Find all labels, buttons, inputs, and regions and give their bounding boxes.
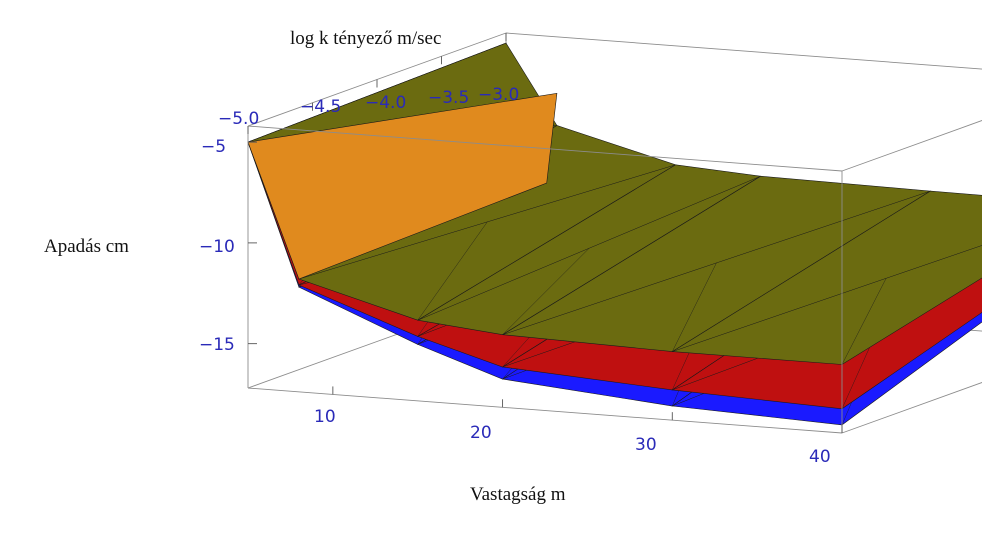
x-tick-label: 20 (470, 423, 492, 443)
mesh-line (417, 221, 488, 321)
x-axis-title: Vastagság m (470, 484, 566, 505)
mesh-line (841, 278, 887, 365)
surfaces (247, 42, 982, 426)
box-edge (841, 382, 982, 434)
y-tick-label: −3.0 (478, 85, 519, 105)
box-edge (247, 387, 843, 434)
apadas-tick-labels: −5 −10 −15 (199, 137, 235, 355)
box-edge (247, 125, 843, 172)
y-tick-label: −3.5 (428, 88, 469, 108)
box-edge (841, 120, 982, 172)
z-axis-title: Apadás cm (44, 236, 129, 257)
vastagsag-tick-labels: 10 20 30 40 (314, 407, 831, 467)
surface-patch (671, 190, 982, 365)
z-tick-label: −10 (199, 237, 235, 257)
box-edge (505, 32, 982, 70)
z-tick-label: −15 (199, 335, 235, 355)
log-k-tick-labels: −5.0 −4.5 −4.0 −3.5 −3.0 (218, 85, 519, 129)
y-axis-title: log k tényező m/sec (290, 28, 441, 49)
y-tick-label: −4.5 (300, 97, 341, 117)
mesh-line (672, 262, 717, 352)
mesh-line (502, 248, 590, 335)
y-tick-label: −5.0 (218, 109, 259, 129)
z-tick-label: −5 (201, 137, 226, 157)
x-tick-label: 40 (809, 447, 831, 467)
x-tick-label: 30 (635, 435, 657, 455)
x-tick-label: 10 (314, 407, 336, 427)
y-tick-label: −4.0 (365, 93, 406, 113)
surface-patch-highlight (247, 92, 558, 280)
tick-marks (247, 33, 843, 433)
